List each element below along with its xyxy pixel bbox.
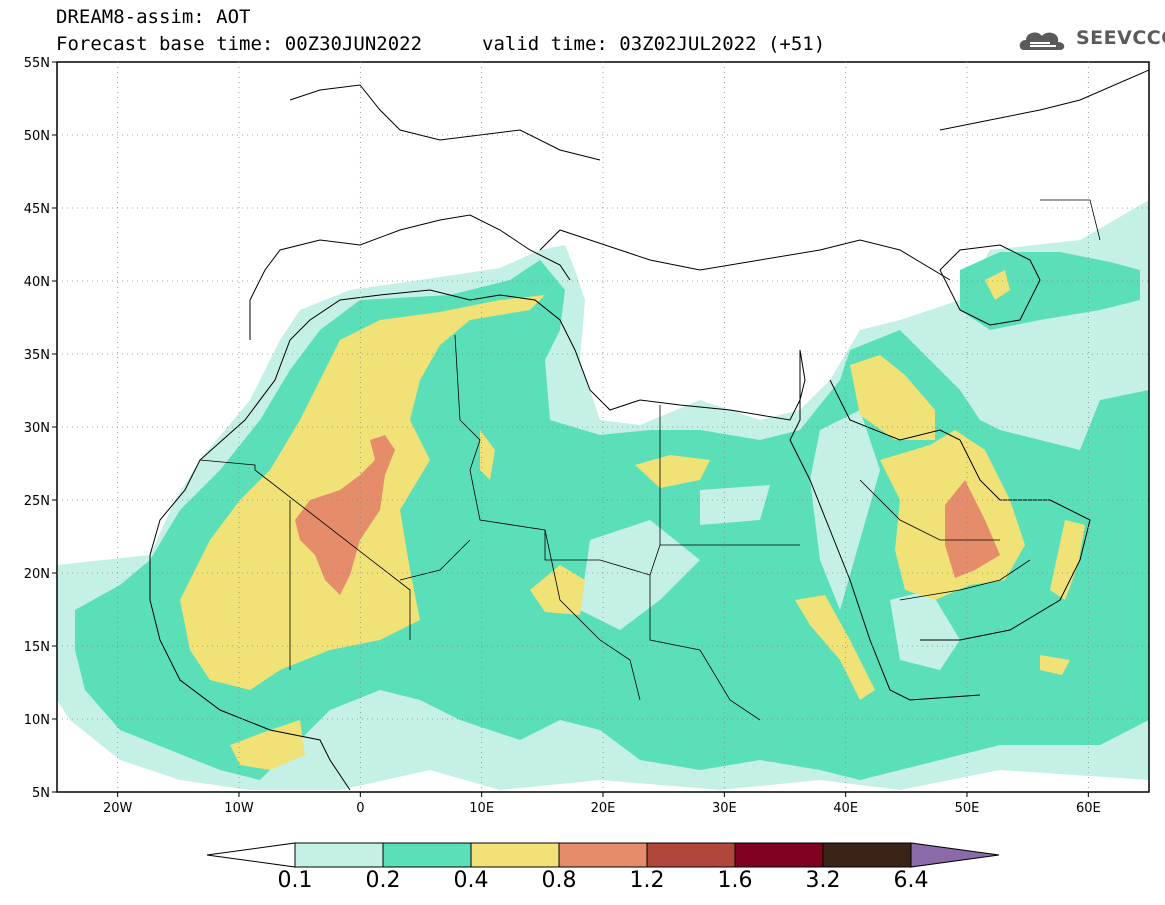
lon-tick-label: 0 — [356, 801, 364, 816]
colorbar-label: 0.2 — [365, 868, 401, 893]
colorbar-label: 0.8 — [541, 868, 577, 893]
lon-tick-label: 20E — [591, 801, 616, 816]
colorbar-label: 1.2 — [629, 868, 665, 893]
base-time: Forecast base time: 00Z30JUN2022 — [56, 33, 423, 55]
lat-tick-label: 50N — [24, 129, 50, 144]
aot-band-yellow-9 — [1040, 655, 1070, 675]
aot-band-yellow-8 — [985, 270, 1010, 300]
colorbar-segment — [470, 842, 560, 868]
aot-band-yellow-3 — [230, 720, 305, 770]
lat-tick-label: 35N — [24, 348, 50, 363]
colorbar-label: 0.1 — [277, 868, 313, 893]
lat-tick-label: 45N — [24, 202, 50, 217]
lat-tick-label: 20N — [24, 567, 50, 582]
colorbar-label: 1.6 — [717, 868, 753, 893]
lat-ticks: 5N 10N 15N 20N 25N 30N 35N 40N 45N 50N 55N — [24, 56, 57, 801]
colorbar-segment — [822, 842, 912, 868]
aot-band-yellow-10 — [480, 430, 495, 480]
lon-tick-label: 10W — [224, 801, 254, 816]
coastlines — [149, 69, 1149, 791]
lat-tick-label: 25N — [24, 494, 50, 509]
lon-tick-label: 20W — [103, 801, 133, 816]
lon-tick-label: 60E — [1076, 801, 1101, 816]
colorbar-arrow-left — [206, 842, 296, 868]
lat-tick-label: 10N — [24, 713, 50, 728]
colorbar-arrow-right — [910, 842, 1000, 868]
lat-tick-label: 55N — [24, 56, 50, 71]
colorbar-label: 6.4 — [893, 868, 929, 893]
aot-band-orange-arabia — [945, 480, 1000, 578]
aot-field — [57, 200, 1149, 790]
lon-tick-label: 40E — [833, 801, 858, 816]
aot-hole-2 — [810, 410, 880, 610]
lon-tick-label: 10E — [469, 801, 494, 816]
aot-band-yellow-2 — [635, 455, 710, 488]
logo-text: SEEVCCC — [1076, 27, 1165, 49]
colorbar-label: 3.2 — [805, 868, 841, 893]
cloud-icon — [1019, 32, 1065, 50]
colorbar-segment — [382, 842, 472, 868]
aot-band-yellow-4 — [850, 355, 935, 440]
lon-ticks: 20W 10W 0 10E 20E 30E 40E 50E 60E — [103, 792, 1101, 816]
aot-band-yellow-7 — [1050, 520, 1085, 600]
chart-title: DREAM8-assim: AOT — [56, 6, 251, 28]
aot-hole-4 — [700, 485, 770, 525]
lat-tick-label: 30N — [24, 421, 50, 436]
colorbar-segment — [646, 842, 736, 868]
colorbar-segment — [734, 842, 824, 868]
colorbar — [206, 842, 1000, 868]
lat-tick-label: 15N — [24, 640, 50, 655]
aot-band-orange-sahara — [295, 435, 395, 595]
country-borders — [199, 199, 1101, 721]
aot-hole-3 — [890, 590, 960, 670]
lon-tick-label: 50E — [955, 801, 980, 816]
colorbar-segment — [558, 842, 648, 868]
valid-time: valid time: 03Z02JUL2022 (+51) — [482, 33, 826, 55]
lat-tick-label: 40N — [24, 275, 50, 290]
colorbar-label: 0.4 — [453, 868, 489, 893]
aot-hole-1 — [580, 520, 700, 630]
lon-tick-label: 30E — [712, 801, 737, 816]
aot-band-yellow-6 — [795, 595, 875, 700]
gridlines — [57, 62, 1149, 792]
lat-tick-label: 5N — [32, 786, 50, 801]
colorbar-segment — [294, 842, 384, 868]
